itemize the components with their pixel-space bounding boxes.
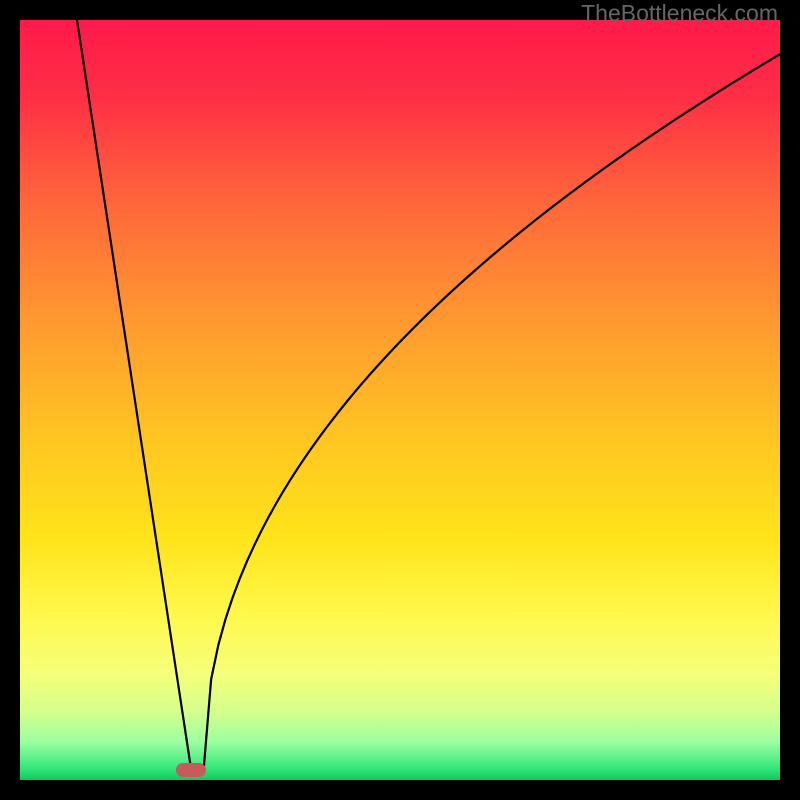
plot-area	[20, 20, 780, 780]
bottleneck-curve	[20, 20, 780, 780]
optimal-point-marker	[176, 763, 206, 777]
bottleneck-curve-path	[77, 20, 780, 769]
watermark-text: TheBottleneck.com	[581, 0, 778, 27]
